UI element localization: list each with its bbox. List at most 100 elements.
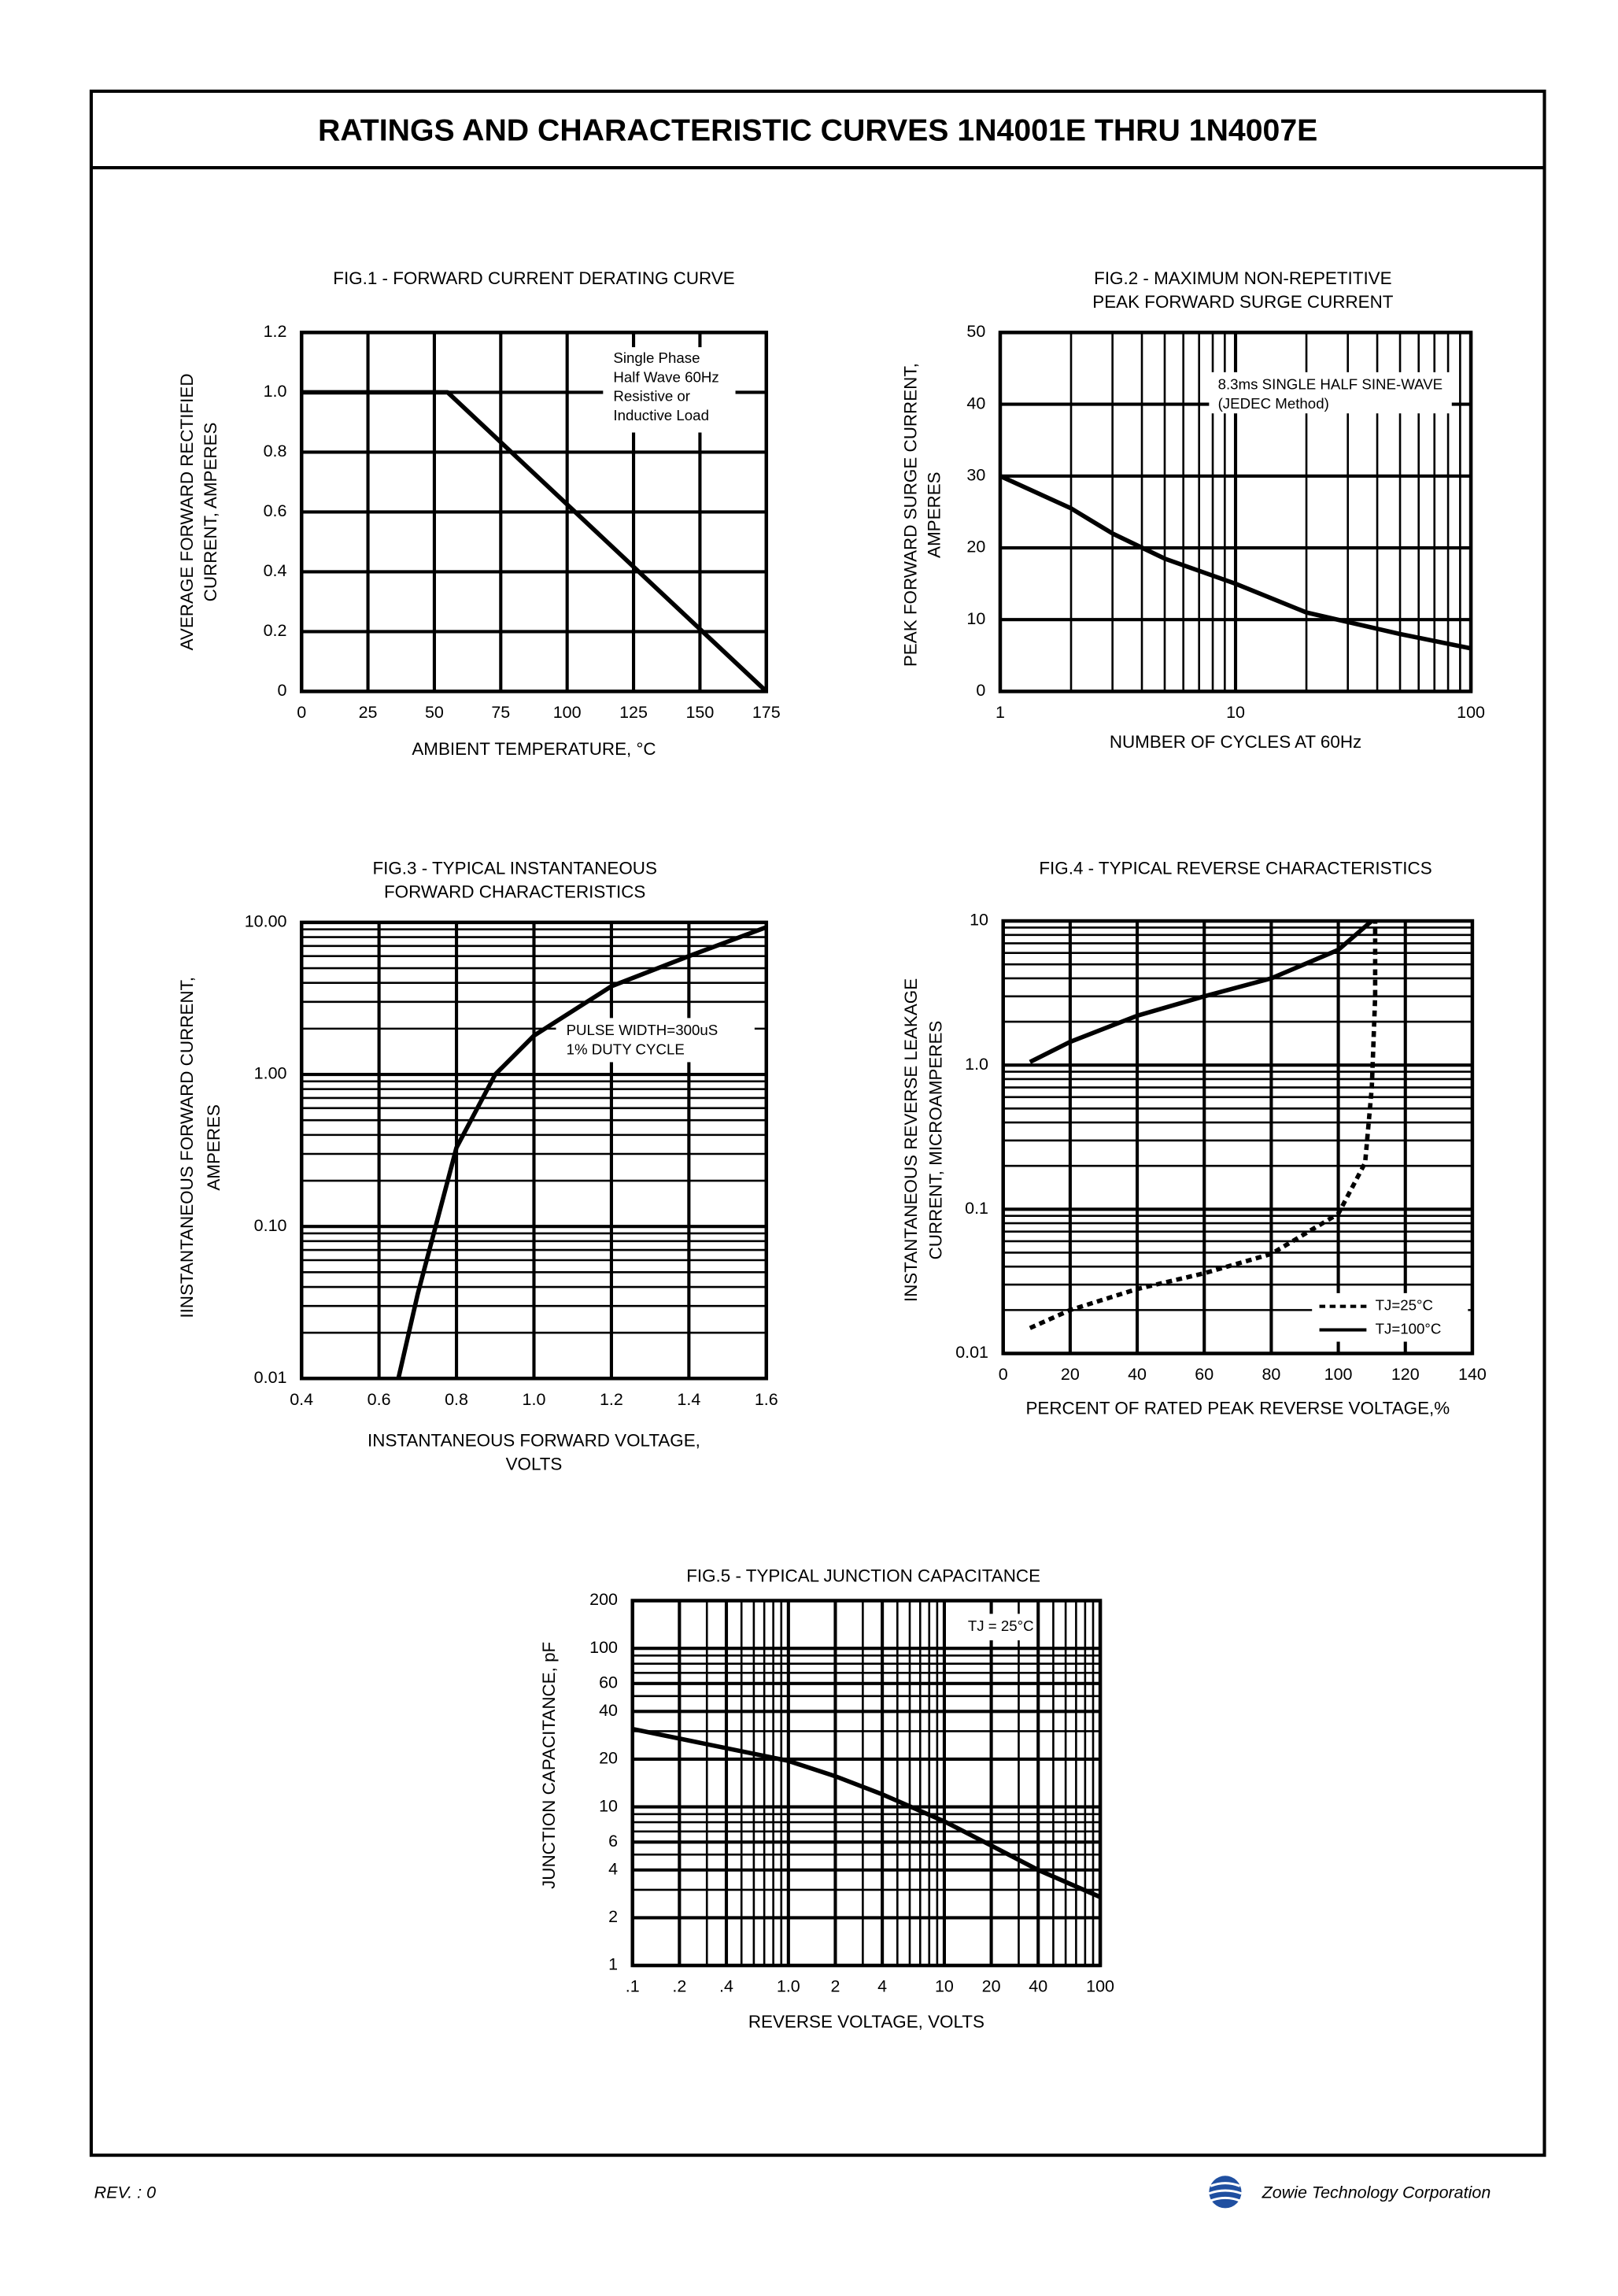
y-tick-label: 50	[966, 322, 985, 341]
y-tick-label: 2	[608, 1907, 618, 1926]
y-axis-label: CURRENT, AMPERES	[201, 423, 220, 602]
x-tick-label: 80	[1262, 1365, 1280, 1384]
y-tick-label: 1	[608, 1955, 618, 1974]
y-axis-label: INSTANTANEOUS REVERSE LEAKAGE	[901, 978, 921, 1302]
y-tick-label: 10.00	[245, 912, 287, 931]
chart-title: FIG.2 - MAXIMUM NON-REPETITIVE	[1094, 268, 1391, 288]
x-tick-label: 0.4	[290, 1390, 313, 1409]
x-tick-label: 1	[996, 703, 1005, 722]
annotation: TJ = 25°C	[968, 1618, 1034, 1634]
label-box	[959, 1614, 1036, 1640]
chart-title: FORWARD CHARACTERISTICS	[384, 882, 645, 901]
label-box	[556, 1018, 755, 1063]
series-line	[999, 474, 1472, 651]
annotation: (JEDEC Method)	[1218, 395, 1329, 412]
chart-title: FIG.4 - TYPICAL REVERSE CHARACTERISTICS	[1039, 859, 1431, 878]
chart: .1 .2 .4 1.0 2 4 10 20 40 100 1 2 4 6 10 20 40 60 100 200 FI…	[539, 1566, 1114, 2032]
plot-frame	[299, 920, 769, 1381]
y-tick-label: 0.6	[264, 501, 287, 520]
y-tick-label: 60	[599, 1673, 618, 1692]
revision: REV. : 0	[94, 2183, 156, 2202]
y-tick-label: 1.00	[254, 1064, 287, 1083]
y-tick-label: 10	[970, 911, 988, 930]
y-axis-label: PEAK FORWARD SURGE CURRENT,	[901, 363, 921, 667]
y-tick-label: 0.1	[965, 1199, 988, 1218]
y-tick-label: 10	[599, 1796, 618, 1815]
x-tick-label: 100	[1457, 703, 1485, 722]
x-axis-label: AMBIENT TEMPERATURE, °C	[412, 739, 656, 759]
chart: 0 25 50 75 100 125 150 175 0 0.2 0.4 0.6 0.8 1.0 1.2 FI…	[177, 268, 781, 759]
y-tick-label: 4	[608, 1859, 618, 1878]
y-tick-label: 1.2	[264, 322, 287, 341]
y-tick-label: 0.10	[254, 1216, 287, 1235]
chart-title: FIG.3 - TYPICAL INSTANTANEOUS	[372, 859, 656, 878]
x-tick-label: 10	[1226, 703, 1245, 722]
x-tick-label: 100	[1324, 1365, 1353, 1384]
x-tick-label: 0	[297, 703, 306, 722]
annotation: Single Phase	[613, 349, 700, 366]
annotation: 8.3ms SINGLE HALF SINE-WAVE	[1218, 376, 1443, 393]
x-tick-label: 20	[982, 1977, 1001, 1996]
x-tick-label: .2	[672, 1977, 686, 1996]
y-axis-label: AMPERES	[204, 1104, 223, 1191]
x-tick-label: 10	[935, 1977, 954, 1996]
y-tick-label: 0.2	[264, 621, 287, 640]
y-axis-label: IINSTANTANEOUS FORWARD CURRENT,	[177, 977, 197, 1318]
x-tick-label: 60	[1195, 1365, 1214, 1384]
x-tick-label: 1.2	[600, 1390, 623, 1409]
plot-frame	[998, 331, 1473, 693]
plot-frame	[1001, 919, 1475, 1355]
x-tick-label: 40	[1029, 1977, 1047, 1996]
annotation: Resistive or	[613, 388, 690, 405]
x-tick-label: .4	[719, 1977, 733, 1996]
y-tick-label: 100	[589, 1638, 618, 1657]
y-tick-label: 30	[966, 465, 985, 484]
x-tick-label: 125	[619, 703, 648, 722]
x-tick-label: 4	[877, 1977, 887, 1996]
x-tick-label: 40	[1128, 1365, 1147, 1384]
x-tick-label: 0	[999, 1365, 1008, 1384]
x-axis-label: NUMBER OF CYCLES AT 60Hz	[1110, 732, 1361, 752]
x-axis-label: PERCENT OF RATED PEAK REVERSE VOLTAGE,%	[1025, 1398, 1450, 1418]
y-tick-label: 0.01	[955, 1343, 988, 1362]
x-tick-label: 1.6	[755, 1390, 778, 1409]
y-tick-label: 200	[589, 1590, 618, 1609]
plot-frame	[299, 331, 769, 693]
x-axis-label: REVERSE VOLTAGE, VOLTS	[748, 2012, 984, 2032]
annotation: Half Wave 60Hz	[613, 368, 718, 385]
series-line	[632, 1726, 1102, 1899]
x-tick-label: 1.4	[677, 1390, 700, 1409]
y-tick-label: 6	[608, 1832, 618, 1850]
y-tick-label: 0	[278, 681, 287, 700]
annotation: 1% DUTY CYCLE	[567, 1041, 685, 1057]
label-box	[603, 347, 736, 433]
y-tick-label: 10	[966, 609, 985, 628]
series-line	[1029, 919, 1373, 1064]
x-tick-label: 120	[1391, 1365, 1420, 1384]
legend-label: TJ=25°C	[1376, 1297, 1433, 1314]
x-tick-label: 75	[491, 703, 510, 722]
y-axis-label: AMPERES	[925, 471, 944, 558]
y-tick-label: 20	[966, 538, 985, 556]
y-axis-label: CURRENT, MICROAMPERES	[926, 1021, 946, 1260]
chart-title: FIG.5 - TYPICAL JUNCTION CAPACITANCE	[686, 1566, 1040, 1586]
legend-label: TJ=100°C	[1376, 1321, 1442, 1337]
x-tick-label: 1.0	[777, 1977, 800, 1996]
series-line	[396, 925, 767, 1379]
company: Zowie Technology Corporation	[1262, 2183, 1491, 2202]
label-box	[1209, 372, 1452, 414]
x-tick-label: .1	[626, 1977, 640, 1996]
chart: 0.4 0.6 0.8 1.0 1.2 1.4 1.6 0.01 0.10 1.00 10.00 FI…	[177, 859, 778, 1474]
y-tick-label: 0.8	[264, 442, 287, 460]
x-tick-label: 100	[553, 703, 582, 722]
annotation: PULSE WIDTH=300uS	[567, 1022, 718, 1038]
plot-frame	[630, 1599, 1103, 1968]
y-tick-label: 0.01	[254, 1368, 287, 1387]
y-axis-label: AVERAGE FORWARD RECTIFIED	[177, 373, 197, 650]
x-tick-label: 0.6	[368, 1390, 391, 1409]
x-tick-label: 150	[685, 703, 714, 722]
label-box	[1312, 1292, 1468, 1342]
x-tick-label: 0.8	[445, 1390, 468, 1409]
